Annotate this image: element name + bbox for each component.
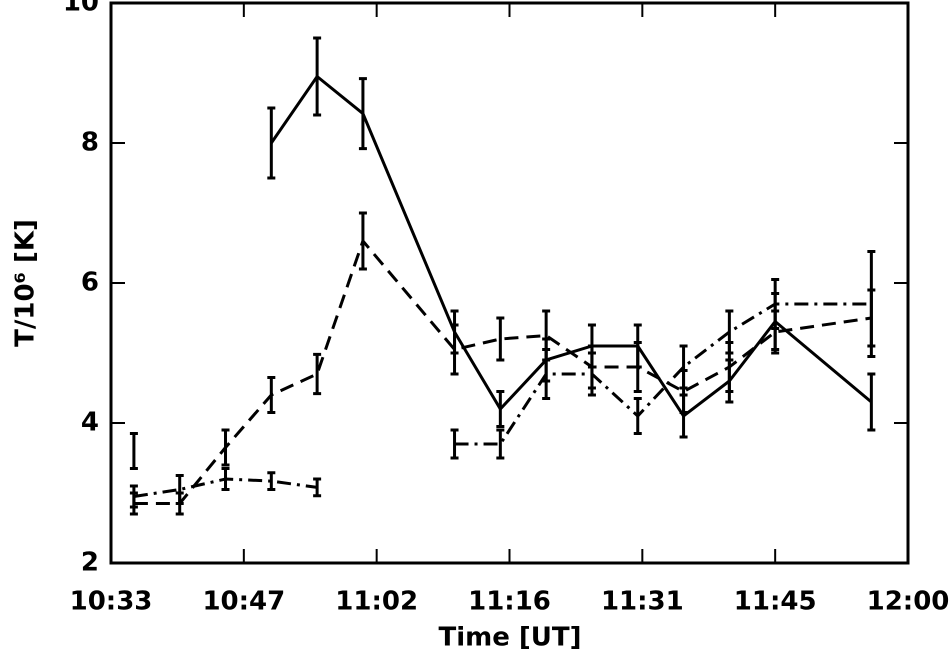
error-bar	[725, 309, 734, 355]
x-tick-label: 11:02	[335, 587, 418, 617]
series-line	[133, 302, 872, 498]
x-tick-label: 11:16	[468, 587, 551, 617]
error-bar	[496, 390, 505, 428]
x-tick-label: 10:47	[202, 587, 285, 617]
y-tick-label: 2	[81, 548, 99, 578]
error-bar	[679, 344, 688, 390]
error-bar	[358, 77, 367, 151]
error-bar	[129, 484, 138, 509]
error-bar	[496, 316, 505, 362]
error-bar	[867, 250, 876, 358]
error-bar	[313, 352, 322, 396]
error-bar	[267, 106, 276, 180]
error-bar	[267, 376, 276, 414]
y-tick-label: 8	[81, 128, 99, 158]
error-bar	[313, 36, 322, 117]
error-bar	[771, 278, 780, 330]
error-bar	[450, 323, 459, 376]
error-bar	[175, 474, 184, 505]
error-bar	[358, 211, 367, 271]
error-bar	[450, 428, 459, 460]
y-tick-label: 10	[63, 0, 99, 18]
series-line	[270, 74, 873, 419]
x-tick-label: 10:33	[70, 587, 153, 617]
error-bar	[496, 428, 505, 460]
error-bar	[221, 467, 230, 491]
error-bar	[221, 428, 230, 467]
x-tick-label: 11:31	[601, 587, 684, 617]
x-axis-label: Time [UT]	[438, 623, 581, 653]
series-line	[133, 238, 872, 505]
y-tick-label: 6	[81, 268, 99, 298]
error-bar	[867, 372, 876, 432]
error-bar	[542, 348, 551, 400]
error-bar	[313, 477, 322, 498]
y-axis-label: T/10⁶ [K]	[11, 219, 41, 347]
x-tick-label: 12:00	[867, 587, 950, 617]
y-tick-label: 4	[81, 408, 99, 438]
error-bar	[587, 351, 596, 397]
x-tick-label: 11:45	[734, 587, 817, 617]
error-bar	[633, 341, 642, 393]
error-bar	[633, 397, 642, 435]
error-bar	[267, 471, 276, 491]
error-bar	[129, 432, 138, 470]
